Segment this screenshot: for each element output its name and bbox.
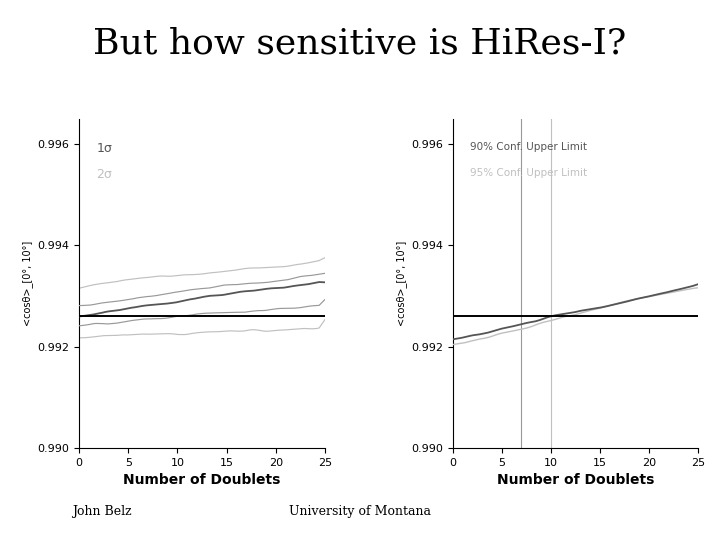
- Text: University of Montana: University of Montana: [289, 505, 431, 518]
- Text: 95% Conf. Upper Limit: 95% Conf. Upper Limit: [470, 168, 587, 178]
- X-axis label: Number of Doublets: Number of Doublets: [123, 474, 281, 488]
- Text: John Belz: John Belz: [72, 505, 132, 518]
- Text: 90% Conf. Upper Limit: 90% Conf. Upper Limit: [470, 142, 587, 152]
- Text: But how sensitive is HiRes-I?: But how sensitive is HiRes-I?: [94, 27, 626, 61]
- Y-axis label: <cosθ>_[0°, 10°]: <cosθ>_[0°, 10°]: [22, 241, 33, 326]
- X-axis label: Number of Doublets: Number of Doublets: [497, 474, 654, 488]
- Text: 1σ: 1σ: [96, 142, 112, 155]
- Text: 2σ: 2σ: [96, 168, 112, 181]
- Y-axis label: <cosθ>_[0°, 10°]: <cosθ>_[0°, 10°]: [396, 241, 407, 326]
